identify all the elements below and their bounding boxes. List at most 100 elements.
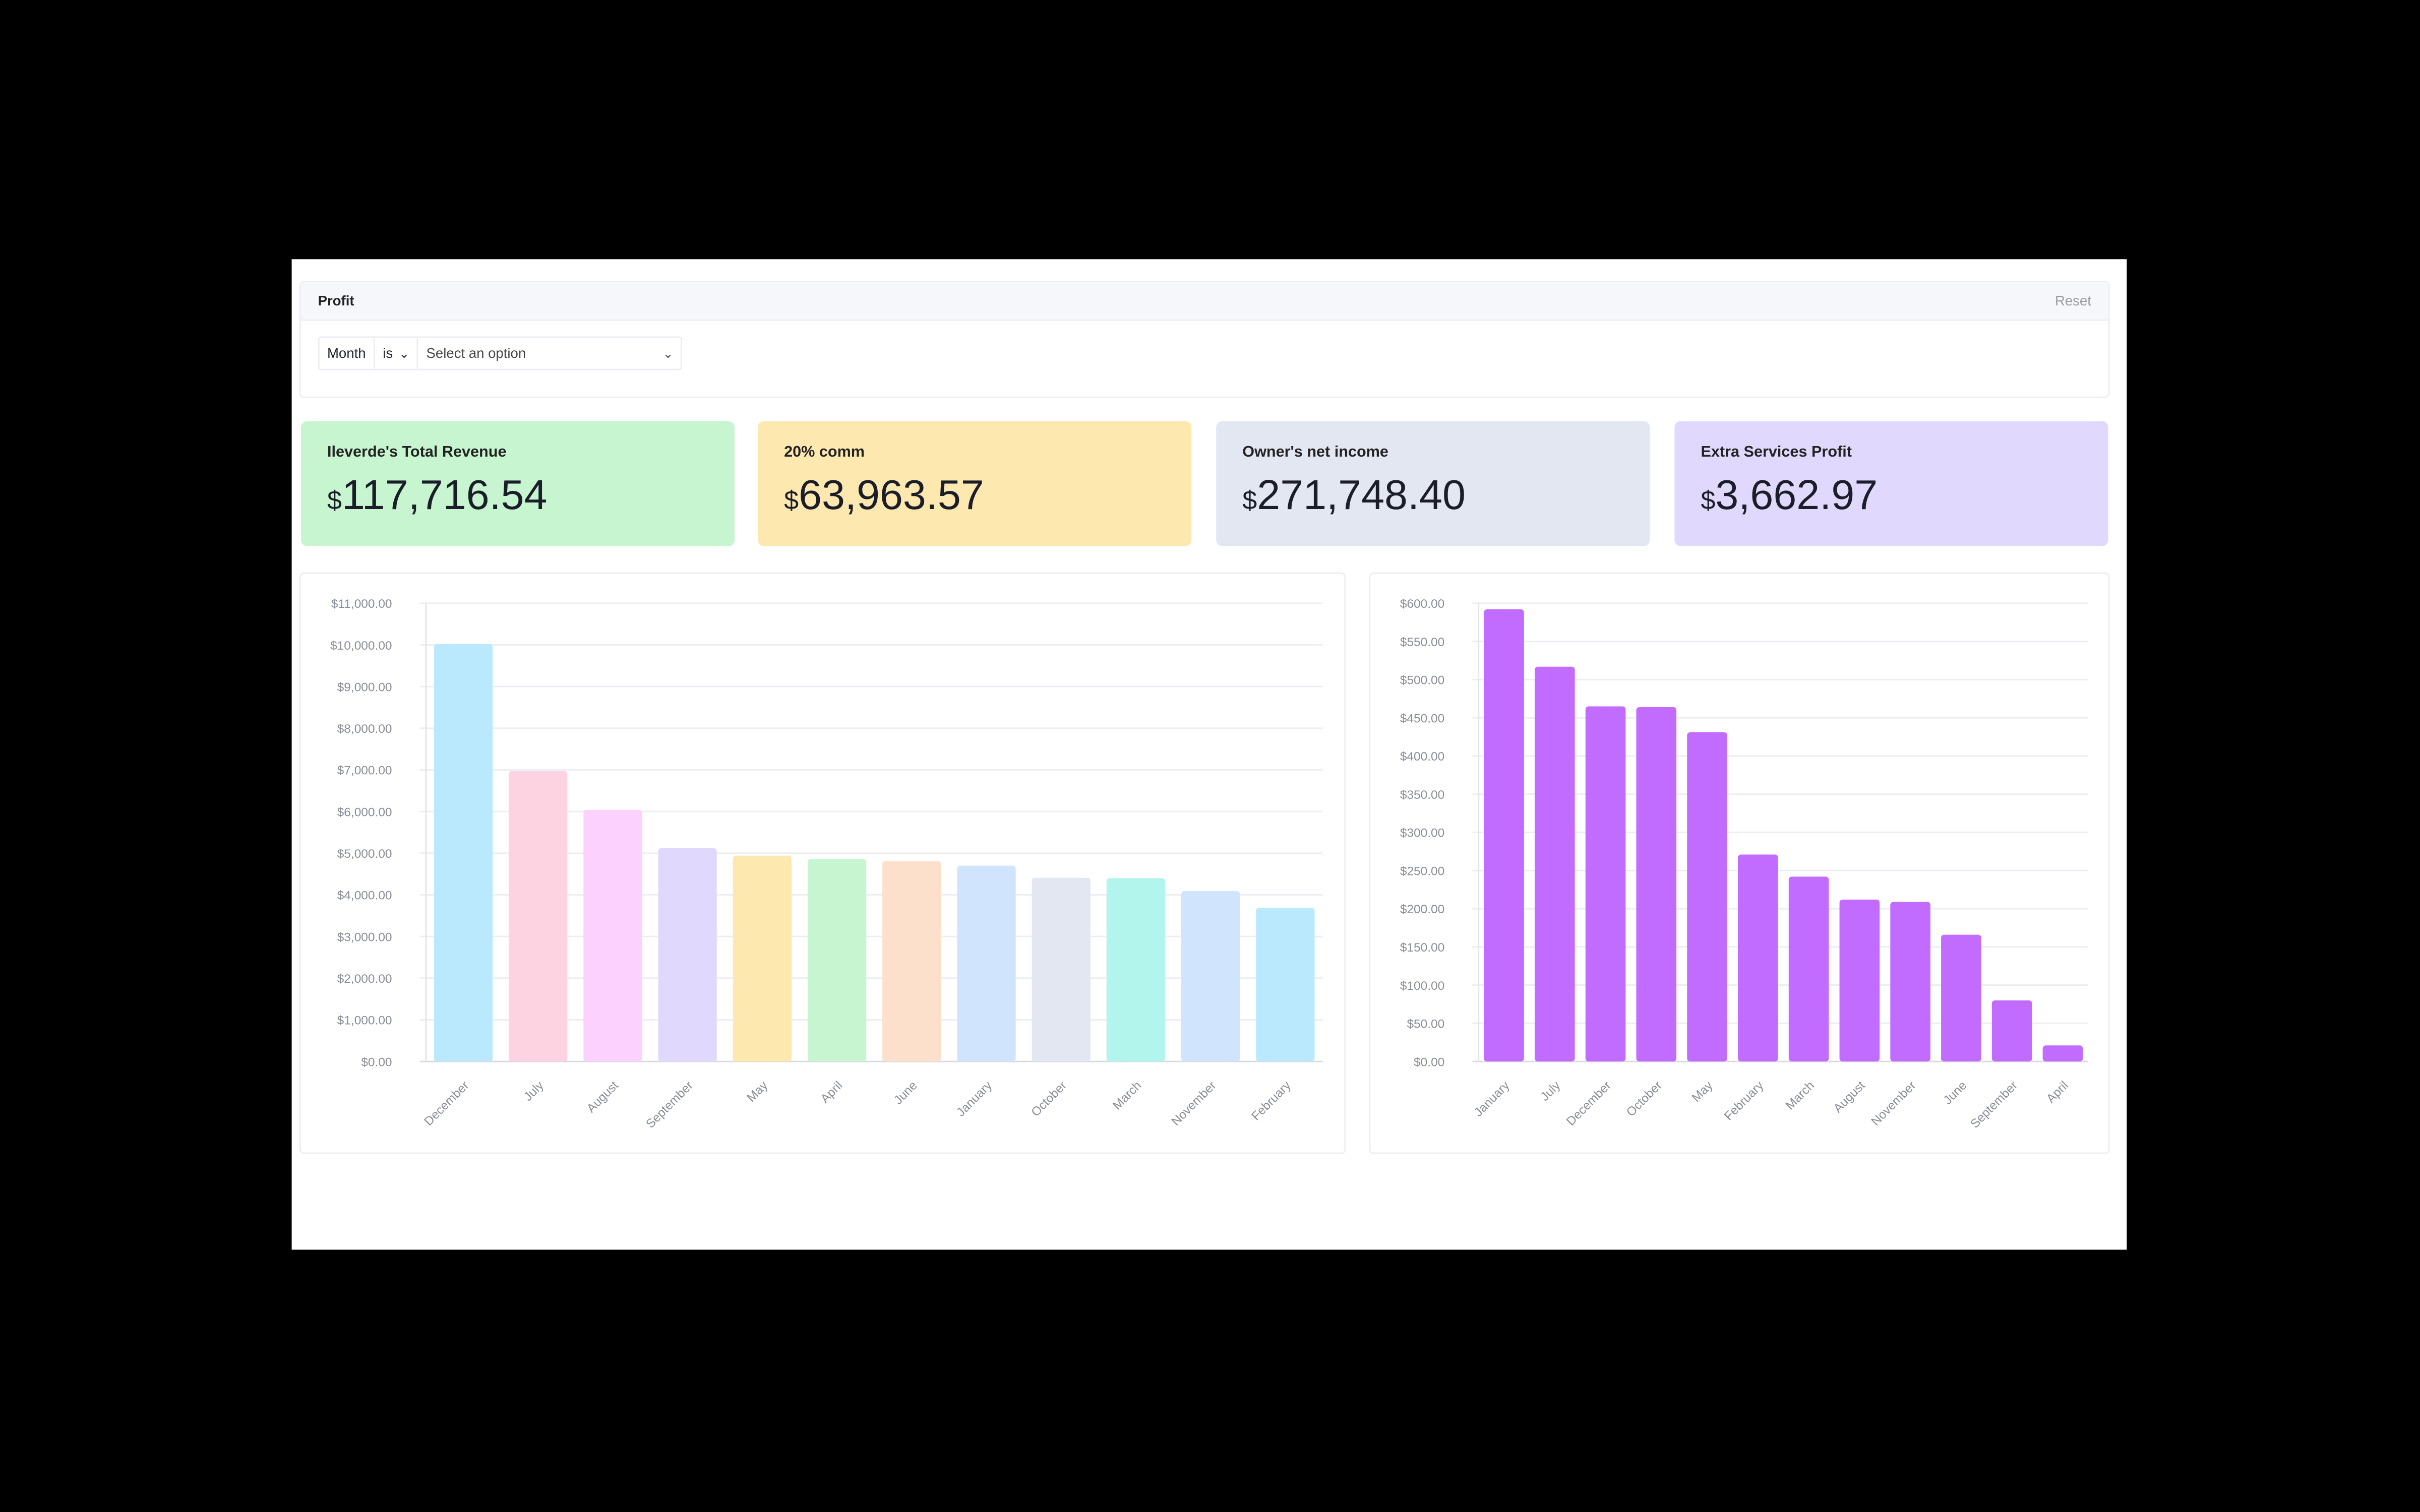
bar-july[interactable] <box>1534 666 1575 1062</box>
x-tick-label: February <box>1722 1079 1767 1123</box>
x-tick-label: March <box>1110 1079 1144 1112</box>
kpi-card-net-income: Owner's net income $271,748.40 <box>1216 421 1650 546</box>
y-tick-label: $11,000.00 <box>331 597 392 611</box>
x-tick-label: September <box>1968 1079 2020 1131</box>
y-tick-label: $150.00 <box>1400 941 1444 955</box>
x-tick-label: June <box>891 1079 920 1107</box>
bar-february[interactable] <box>1738 854 1778 1062</box>
bar-may[interactable] <box>733 855 792 1062</box>
bar-november[interactable] <box>1181 891 1240 1062</box>
reset-button[interactable]: Reset <box>2054 293 2091 309</box>
filter-card: Profit Reset Month is ⌄ Select an option ⌄ <box>299 281 2110 398</box>
filter-title: Profit <box>318 293 354 309</box>
y-tick-label: $2,000.00 <box>337 972 392 986</box>
month-filter: Month is ⌄ Select an option ⌄ <box>318 336 683 370</box>
revenue-by-month-chart: $0.00 $1,000.00 $2,000.00 $3,000.00 $4,000.0… <box>299 572 1346 1154</box>
bar-april[interactable] <box>2042 1045 2083 1062</box>
x-tick-label: April <box>818 1079 845 1106</box>
y-tick-label: $100.00 <box>1400 979 1444 993</box>
bar-november[interactable] <box>1890 902 1930 1062</box>
filter-field: Month <box>320 338 375 369</box>
bar-january[interactable] <box>957 865 1016 1062</box>
kpi-label: Ileverde's Total Revenue <box>327 444 507 462</box>
chevron-down-icon: ⌄ <box>399 346 409 360</box>
bar-december[interactable] <box>434 644 493 1062</box>
y-tick-label: $500.00 <box>1400 674 1444 687</box>
y-tick-label: $250.00 <box>1400 864 1444 878</box>
y-tick-label: $8,000.00 <box>337 722 392 736</box>
y-tick-label: $9,000.00 <box>337 680 392 694</box>
bar-september[interactable] <box>658 848 717 1062</box>
bar-january[interactable] <box>1484 609 1524 1062</box>
kpi-value: $3,662.97 <box>1701 472 1878 519</box>
x-tick-label: September <box>643 1079 696 1131</box>
filter-header: Profit Reset <box>300 282 2108 321</box>
bar-august[interactable] <box>1839 899 1880 1062</box>
bar-june[interactable] <box>1941 934 1981 1062</box>
y-tick-label: $6,000.00 <box>337 805 392 819</box>
x-tick-label: February <box>1249 1079 1294 1123</box>
bar-may[interactable] <box>1687 732 1727 1062</box>
bar-september[interactable] <box>1991 1000 2032 1062</box>
y-tick-label: $0.00 <box>1414 1055 1444 1069</box>
x-tick-label: December <box>1564 1079 1614 1128</box>
bar-june[interactable] <box>882 861 941 1062</box>
bar-february[interactable] <box>1256 908 1315 1062</box>
kpi-value: $117,716.54 <box>327 472 548 519</box>
bar-december[interactable] <box>1585 706 1626 1062</box>
kpi-card-extra-services: Extra Services Profit $3,662.97 <box>1674 421 2108 546</box>
bar-march[interactable] <box>1788 876 1829 1062</box>
x-tick-label: August <box>1831 1079 1868 1115</box>
chevron-down-icon: ⌄ <box>662 346 674 360</box>
x-tick-label: November <box>1169 1079 1219 1128</box>
x-tick-label: October <box>1029 1079 1070 1119</box>
value-select[interactable]: Select an option ⌄ <box>418 338 681 368</box>
bar-chart: $0.00 $1,000.00 $2,000.00 $3,000.00 $4,000.0… <box>330 597 1323 1131</box>
x-tick-label: December <box>422 1079 472 1128</box>
x-tick-label: July <box>1538 1079 1563 1104</box>
y-tick-label: $200.00 <box>1400 903 1444 916</box>
filter-field-label: Month <box>327 345 366 361</box>
y-tick-label: $550.00 <box>1400 636 1444 649</box>
kpi-card-commission: 20% comm $63,963.57 <box>758 421 1192 546</box>
bar-july[interactable] <box>509 771 568 1062</box>
y-tick-label: $3,000.00 <box>337 930 392 944</box>
y-tick-label: $10,000.00 <box>330 639 392 653</box>
y-tick-label: $600.00 <box>1400 597 1444 611</box>
kpi-label: Owner's net income <box>1242 444 1388 462</box>
kpi-label: Extra Services Profit <box>1701 444 1852 462</box>
bar-october[interactable] <box>1636 707 1677 1062</box>
operator-value: is <box>383 345 393 361</box>
y-tick-label: $300.00 <box>1400 827 1444 840</box>
bar-april[interactable] <box>807 859 867 1062</box>
x-tick-label: May <box>1689 1079 1716 1105</box>
dashboard-panel: Profit Reset Month is ⌄ Select an option ⌄… <box>291 259 2127 1250</box>
x-tick-label: August <box>584 1079 621 1115</box>
x-tick-label: April <box>2044 1079 2071 1106</box>
x-tick-label: October <box>1624 1079 1665 1119</box>
bar-march[interactable] <box>1106 878 1166 1062</box>
x-tick-label: March <box>1783 1079 1817 1112</box>
x-tick-label: January <box>954 1079 995 1119</box>
y-tick-label: $4,000.00 <box>337 889 392 903</box>
y-tick-label: $350.00 <box>1400 788 1444 802</box>
x-tick-label: January <box>1472 1079 1512 1119</box>
x-tick-label: November <box>1869 1079 1919 1128</box>
y-tick-label: $0.00 <box>361 1055 392 1069</box>
value-placeholder: Select an option <box>426 345 526 361</box>
bar-chart: $0.00 $50.00 $100.00 $150.00 $200.00 $250.00 $… <box>1400 597 2088 1131</box>
bar-october[interactable] <box>1032 877 1091 1062</box>
y-tick-label: $5,000.00 <box>337 847 392 861</box>
kpi-value: $271,748.40 <box>1242 472 1466 519</box>
kpi-label: 20% comm <box>784 444 865 462</box>
operator-select[interactable]: is ⌄ <box>375 338 419 369</box>
y-tick-label: $1,000.00 <box>337 1014 392 1028</box>
bar-august[interactable] <box>583 809 642 1062</box>
y-tick-label: $450.00 <box>1400 712 1444 725</box>
x-tick-label: May <box>745 1079 771 1105</box>
y-tick-label: $400.00 <box>1400 750 1444 764</box>
y-tick-label: $7,000.00 <box>337 764 392 778</box>
extra-services-by-month-chart: $0.00 $50.00 $100.00 $150.00 $200.00 $250.00 $… <box>1369 572 2110 1154</box>
kpi-card-total-revenue: Ileverde's Total Revenue $117,716.54 <box>300 421 735 546</box>
x-tick-label: June <box>1941 1079 1970 1107</box>
